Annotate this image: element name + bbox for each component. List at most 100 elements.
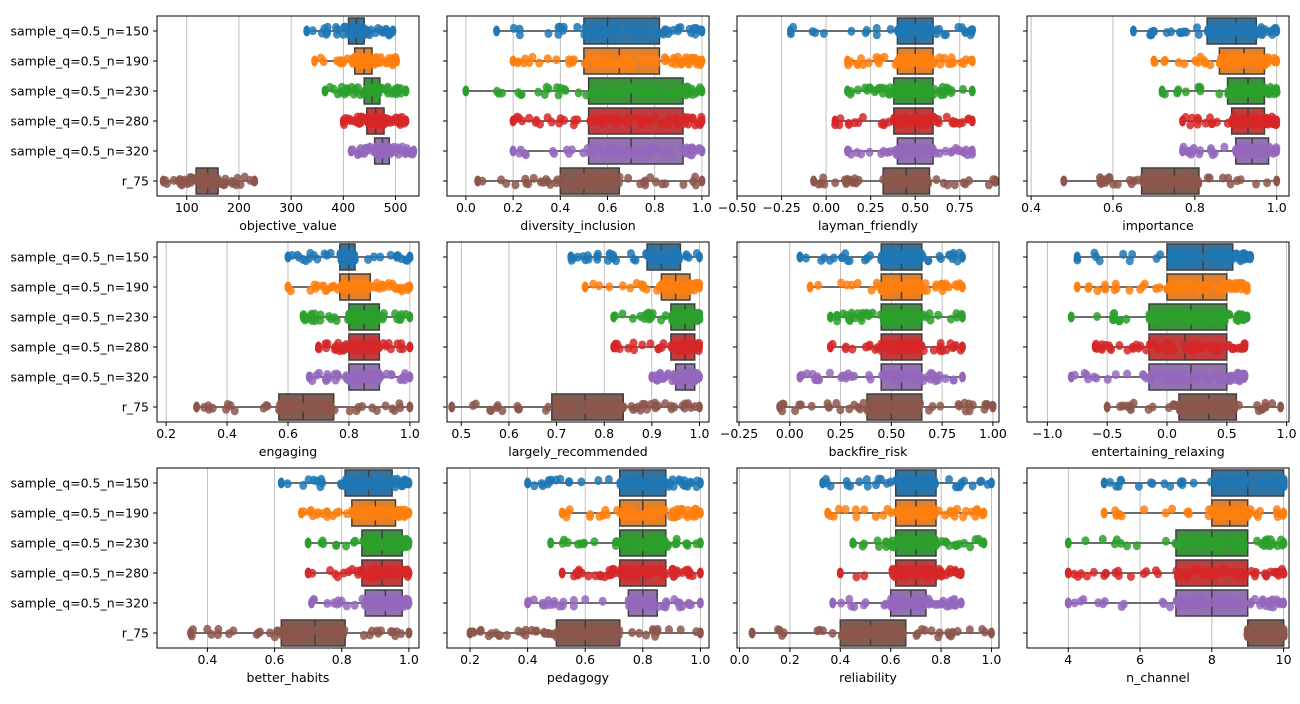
data-point [1263, 178, 1271, 187]
data-point [796, 372, 803, 383]
data-point [277, 399, 285, 408]
data-point [589, 280, 597, 289]
data-point [1161, 56, 1169, 65]
data-point [193, 402, 200, 413]
data-point [405, 628, 412, 639]
data-point [1096, 256, 1104, 265]
data-point [1130, 26, 1137, 37]
data-point [588, 180, 596, 189]
data-point [969, 116, 976, 127]
data-point [887, 25, 895, 34]
data-point [863, 26, 871, 35]
data-point [536, 120, 544, 129]
data-point [575, 625, 583, 634]
data-point [658, 83, 666, 92]
data-point [406, 312, 413, 323]
data-point [638, 27, 646, 36]
data-point [542, 601, 550, 610]
data-point [923, 84, 931, 93]
data-point [1174, 313, 1182, 322]
y-tick-label: sample_q=0.5_n=280 [11, 114, 150, 129]
data-point [354, 150, 362, 159]
data-point [697, 568, 704, 579]
x-axis-label: importance [1122, 218, 1194, 233]
data-point [1143, 176, 1151, 185]
data-point [1194, 116, 1202, 125]
data-point [1206, 174, 1214, 183]
data-point [959, 512, 967, 521]
data-point [962, 406, 970, 415]
data-point [1233, 58, 1241, 67]
data-point [648, 482, 656, 491]
data-point [308, 598, 315, 609]
data-point [308, 316, 316, 325]
data-point [1123, 346, 1131, 355]
data-point [516, 25, 524, 34]
data-point [467, 628, 474, 639]
data-point [278, 631, 286, 640]
data-point [855, 477, 863, 486]
data-point [594, 476, 602, 485]
data-point [1255, 60, 1263, 69]
data-point [874, 282, 882, 291]
data-point [375, 481, 383, 490]
data-point [615, 626, 623, 635]
data-point [1218, 58, 1226, 67]
data-point [228, 179, 236, 188]
data-point [565, 149, 573, 158]
data-point [1170, 401, 1178, 410]
data-point [969, 56, 976, 67]
data-point [553, 83, 561, 92]
data-point [809, 370, 817, 379]
data-point [187, 628, 194, 639]
data-point [339, 342, 347, 351]
data-point [1232, 280, 1240, 289]
data-point [654, 29, 662, 38]
data-point [938, 346, 946, 355]
data-point [278, 478, 285, 489]
data-point [578, 176, 586, 185]
data-point [1247, 83, 1255, 92]
x-axis-label: engaging [259, 444, 317, 459]
data-point [836, 405, 844, 414]
data-point [323, 375, 331, 384]
data-point [905, 59, 913, 68]
data-point [913, 406, 921, 415]
y-tick-label: sample_q=0.5_n=190 [11, 280, 150, 295]
data-point [595, 58, 603, 67]
data-point [642, 631, 650, 640]
data-point [638, 340, 646, 349]
data-point [405, 478, 412, 489]
data-point [1217, 316, 1225, 325]
data-point [1230, 252, 1238, 261]
data-point [498, 406, 506, 415]
data-point [628, 150, 636, 159]
data-point [322, 343, 330, 352]
data-point [689, 177, 697, 186]
data-point [358, 402, 366, 411]
data-point [1179, 146, 1186, 157]
data-point [1188, 252, 1196, 261]
data-point [1201, 59, 1209, 68]
data-point [477, 626, 485, 635]
data-point [262, 401, 270, 410]
data-point [1182, 87, 1190, 96]
x-tick-label: 1.0 [690, 652, 710, 667]
data-point [652, 55, 660, 64]
data-point [1241, 342, 1248, 353]
data-point [315, 369, 323, 378]
data-point [667, 404, 675, 413]
data-point [698, 116, 705, 127]
data-point [847, 27, 855, 36]
data-point [321, 249, 329, 258]
data-point [1132, 340, 1140, 349]
x-tick-label: 0.5 [1217, 426, 1237, 441]
data-point [947, 59, 955, 68]
data-point [605, 475, 613, 484]
data-point [697, 598, 704, 609]
data-point [361, 374, 369, 383]
data-point [855, 176, 863, 185]
y-tick-label: sample_q=0.5_n=280 [11, 340, 150, 355]
